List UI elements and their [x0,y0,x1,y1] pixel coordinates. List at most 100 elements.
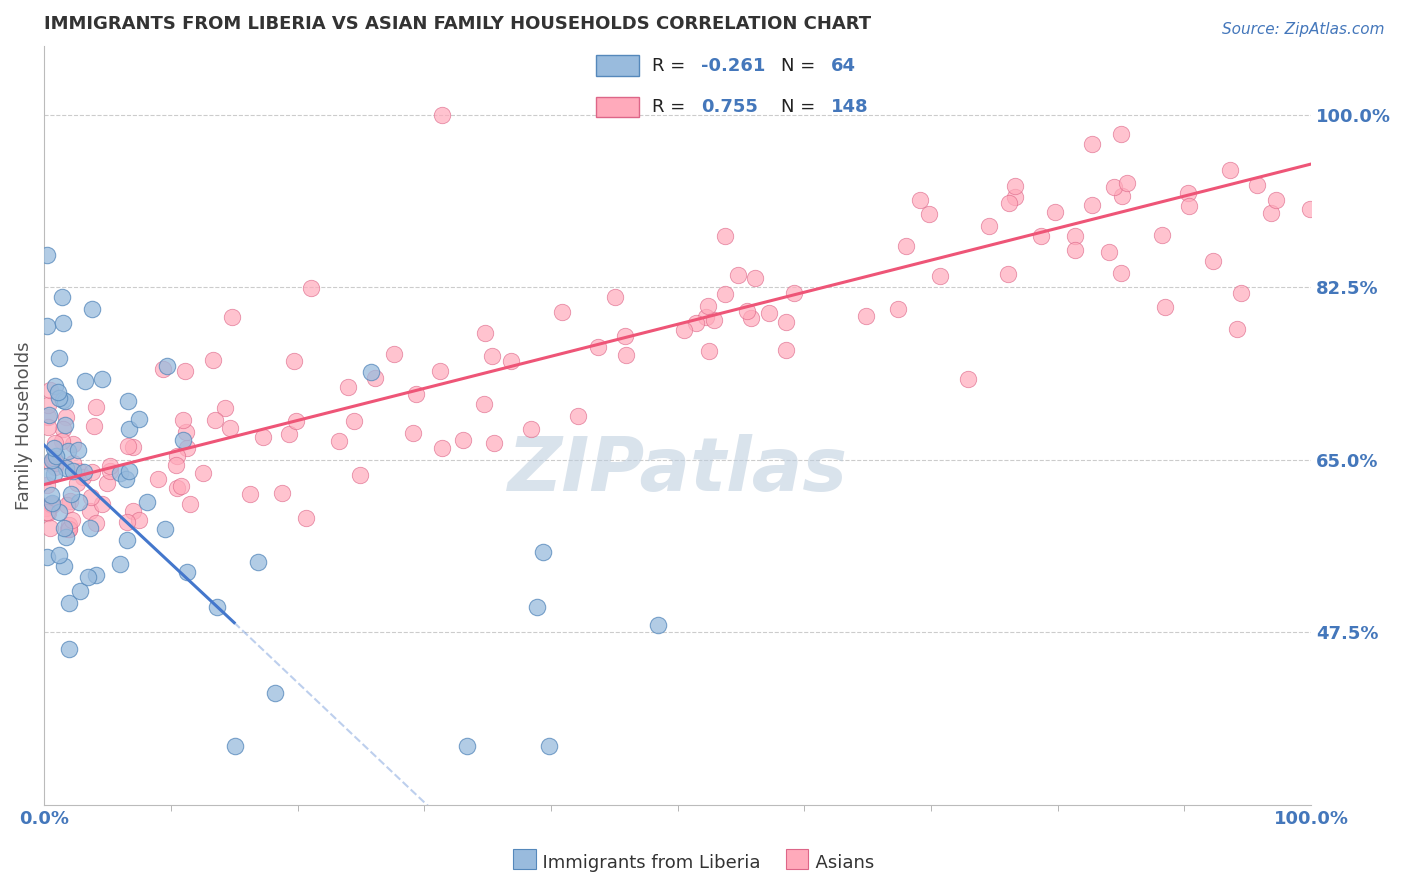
Point [221,310,243,325]
Point [122,440,145,454]
Point [1064,229,1087,244]
Point [52,393,75,408]
Point [1029,228,1052,243]
Point [205,599,228,614]
Point [115,533,138,547]
Point [72,465,94,479]
Point [52,317,75,331]
Point [67,464,90,478]
Point [55,461,77,475]
Point [117,439,139,453]
Point [481,349,503,363]
Point [1299,202,1322,216]
Point [501,354,523,368]
Point [48,351,70,366]
Point [110,557,132,571]
Point [118,422,141,436]
Point [775,315,797,329]
Point [1202,254,1225,268]
Point [295,511,318,525]
Point [727,268,749,282]
Point [84,516,107,530]
Point [44,451,66,466]
Point [179,497,201,511]
Point [1081,137,1104,152]
Point [1102,179,1125,194]
Point [252,430,274,444]
Point [80,301,103,316]
Text: -0.261: -0.261 [702,57,765,75]
Point [37,398,59,412]
Point [44,379,66,393]
Point [35,248,58,262]
Text: 148: 148 [831,98,869,116]
Point [46,385,69,400]
Point [166,481,188,495]
Point [86,401,108,415]
Point [979,219,1001,233]
Point [79,520,101,534]
Point [1265,193,1288,207]
Point [1226,321,1249,335]
Point [35,469,58,483]
Point [42,453,65,467]
Point [714,286,737,301]
Point [170,479,193,493]
Point [108,466,131,480]
Point [277,427,299,442]
Point [1043,204,1066,219]
Point [567,409,589,423]
Point [117,394,139,409]
Point [299,281,322,295]
Point [98,465,121,479]
Point [1081,198,1104,212]
Point [775,343,797,358]
Point [96,476,118,491]
Point [349,467,371,482]
Point [758,305,780,319]
Point [956,372,979,386]
Point [685,316,707,330]
Point [55,530,77,544]
Point [83,419,105,434]
Point [41,498,63,512]
Point [58,522,80,536]
Point [647,618,669,632]
Point [35,501,58,516]
Point [59,493,82,508]
Bar [513,849,536,869]
Point [224,739,246,753]
Point [41,495,63,509]
Point [1063,243,1085,257]
Point [271,486,294,500]
Point [66,476,89,491]
Point [55,410,77,425]
Point [1154,301,1177,315]
Point [887,302,910,317]
Point [52,521,75,535]
Point [246,555,269,569]
Text: Immigrants from Liberia: Immigrants from Liberia [531,855,761,872]
Point [1109,128,1132,142]
Text: R =: R = [651,57,690,75]
Point [56,443,79,458]
Point [90,372,112,386]
Point [44,441,66,455]
Point [526,600,548,615]
Point [55,418,77,433]
Point [672,323,695,337]
Point [166,450,188,464]
Point [37,409,59,424]
Point [894,239,917,253]
Point [37,506,59,520]
Point [191,466,214,480]
Point [115,472,138,486]
Point [997,195,1019,210]
Point [1109,266,1132,280]
Point [45,449,67,463]
Point [51,434,73,448]
Point [997,268,1019,282]
Point [60,513,83,527]
Point [80,466,103,480]
Point [60,486,83,500]
